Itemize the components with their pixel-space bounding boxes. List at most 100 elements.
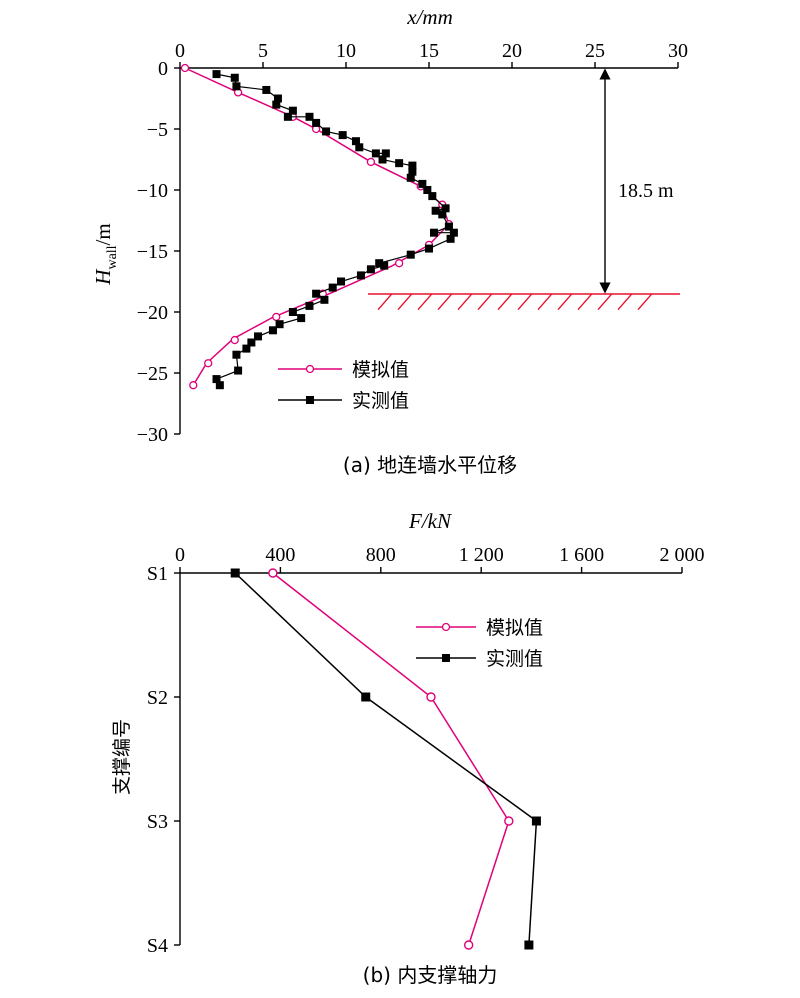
a-measured-point <box>338 131 347 140</box>
ground-hatch-mark <box>517 293 533 311</box>
b-simulated-point <box>268 568 278 578</box>
a-measured-point <box>418 179 427 188</box>
b-measured-point <box>230 568 240 578</box>
a-measured-point <box>232 350 241 359</box>
legend-a-simulated-label: 模拟值 <box>352 359 409 381</box>
a-simulated-point <box>204 359 213 368</box>
b-y-tick-label: S3 <box>147 811 168 833</box>
a-simulated-point <box>394 259 404 268</box>
a-measured-point <box>234 366 243 375</box>
b-x-tick-label: 0 <box>175 544 185 566</box>
ground-hatch-mark <box>397 293 413 311</box>
legend-b-measured-label: 实测值 <box>486 648 543 670</box>
panel-b-caption: (b) 内支撑轴力 <box>363 963 498 987</box>
b-x-tick-label: 400 <box>265 544 295 566</box>
a-measured-point <box>406 250 415 259</box>
a-measured-point <box>428 192 437 201</box>
b-x-tick-label: 1 600 <box>559 544 604 566</box>
a-measured-point <box>381 149 390 158</box>
a-y-tick-label: −20 <box>137 302 168 324</box>
a-y-tick-label: −10 <box>137 180 168 202</box>
a-measured-point <box>268 326 277 335</box>
b-simulated-line <box>272 572 510 946</box>
a-simulated-point <box>272 312 281 322</box>
a-measured-point <box>262 85 271 94</box>
panel-b-x-axis-title: F/kN <box>408 509 452 533</box>
a-measured-point <box>215 381 224 390</box>
a-measured-point <box>380 261 389 270</box>
b-measured-line <box>234 572 538 946</box>
a-simulated-point <box>230 335 239 345</box>
panel-a-legend: 模拟值 实测值 <box>278 359 409 412</box>
a-simulated-line <box>184 67 450 386</box>
a-measured-point <box>305 112 314 121</box>
a-y-tick-label: −30 <box>137 424 168 446</box>
panel-a-wall-displacement: x/mm Hwall/m 0 5 10 15 20 25 30 0 −5 −10 −15 −20 −2… <box>91 5 688 477</box>
a-measured-point <box>322 127 331 136</box>
b-x-tick-label: 2 000 <box>660 544 705 566</box>
a-measured-point <box>283 112 292 121</box>
ground-hatch-mark <box>637 293 653 311</box>
a-measured-point <box>406 173 415 182</box>
a-measured-point <box>351 137 360 146</box>
a-measured-point <box>297 314 306 323</box>
a-measured-point <box>288 308 297 316</box>
panel-a-caption: (a) 地连墙水平位移 <box>343 453 517 477</box>
a-measured-point <box>328 283 337 292</box>
a-measured-point <box>429 228 438 237</box>
panel-b-strut-axial-force: F/kN 支撑编号 0 400 800 1 200 1 600 2 000 S1 S2 S3 S… <box>111 509 705 987</box>
a-y-tick-label: −25 <box>137 363 168 385</box>
a-x-tick-label: 10 <box>336 40 356 62</box>
a-measured-point <box>355 143 364 152</box>
a-x-tick-label: 30 <box>668 40 688 62</box>
a-measured-point <box>254 332 263 341</box>
a-measured-point <box>247 338 256 347</box>
legend-a-measured-label: 实测值 <box>352 390 409 412</box>
excavation-depth-label: 18.5 m <box>618 180 674 202</box>
b-y-tick-label: S2 <box>147 687 168 709</box>
ground-hatch-mark <box>497 293 513 311</box>
panel-b-legend: 模拟值 实测值 <box>416 617 543 670</box>
ground-hatch-mark <box>597 293 613 311</box>
a-measured-point <box>431 206 440 215</box>
a-measured-point <box>312 289 321 298</box>
b-y-tick-label: S1 <box>147 563 168 585</box>
ground-hatch-mark <box>377 293 393 311</box>
a-measured-point <box>408 161 417 170</box>
ground-hatch-mark <box>457 293 473 311</box>
b-measured-point <box>524 940 534 950</box>
panel-b-y-axis-title: 支撑编号 <box>111 719 133 795</box>
a-measured-point <box>375 259 384 268</box>
a-measured-point <box>242 344 251 353</box>
ground-hatch-mark <box>417 293 433 311</box>
b-y-tick-label: S4 <box>147 935 168 957</box>
a-measured-point <box>441 204 450 213</box>
legend-b-simulated-marker <box>441 622 451 632</box>
a-measured-point <box>408 167 417 176</box>
legend-a-measured-marker <box>306 396 314 404</box>
ground-hatch-mark <box>577 293 593 311</box>
a-measured-point <box>212 70 221 79</box>
a-y-tick-label: 0 <box>158 58 168 80</box>
b-measured-point <box>361 692 371 702</box>
a-measured-point <box>275 320 284 329</box>
a-x-tick-label: 5 <box>258 40 268 62</box>
a-simulated-point <box>189 381 198 390</box>
a-simulated-point <box>180 63 190 73</box>
a-measured-point <box>288 106 297 115</box>
a-x-tick-label: 15 <box>419 40 439 62</box>
a-x-tick-label: 25 <box>585 40 605 62</box>
a-measured-point <box>444 222 453 231</box>
ground-hatching <box>377 293 653 311</box>
ground-hatch-mark <box>477 293 493 311</box>
a-measured-point <box>446 234 455 243</box>
a-x-tick-label: 20 <box>502 40 522 62</box>
a-measured-point <box>438 210 447 219</box>
panel-a-x-axis-title: x/mm <box>406 5 453 29</box>
a-x-tick-label: 0 <box>175 40 185 62</box>
a-measured-point <box>230 73 239 82</box>
a-measured-point <box>366 265 375 274</box>
a-y-tick-label: −5 <box>147 119 168 141</box>
b-measured-point <box>531 816 541 826</box>
ground-hatch-mark <box>557 293 573 311</box>
